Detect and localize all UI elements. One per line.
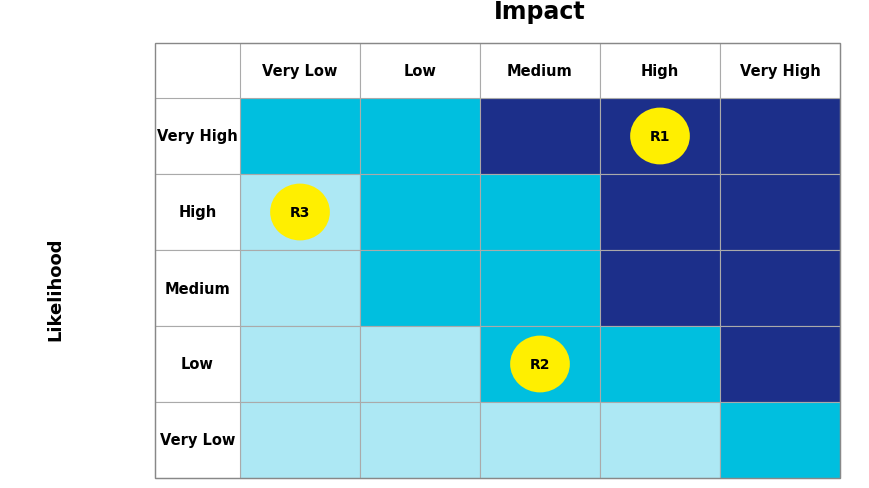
- Bar: [480, 175, 600, 250]
- Bar: [360, 99, 480, 175]
- Text: Impact: Impact: [494, 0, 585, 24]
- Bar: [240, 99, 360, 175]
- Bar: [240, 326, 360, 402]
- Text: R1: R1: [649, 130, 669, 143]
- Text: High: High: [640, 64, 679, 79]
- Bar: [720, 99, 839, 175]
- Bar: [600, 99, 720, 175]
- Bar: [360, 44, 480, 99]
- Bar: [155, 326, 240, 402]
- Text: Low: Low: [181, 357, 214, 372]
- Text: Low: Low: [403, 64, 436, 79]
- Ellipse shape: [511, 337, 568, 391]
- Ellipse shape: [631, 109, 688, 164]
- Bar: [240, 250, 360, 326]
- Bar: [600, 326, 720, 402]
- Text: High: High: [178, 205, 216, 220]
- Text: R3: R3: [289, 205, 310, 220]
- Text: Very High: Very High: [739, 64, 819, 79]
- Bar: [480, 326, 600, 402]
- Bar: [240, 175, 360, 250]
- Bar: [720, 402, 839, 478]
- Text: Likelihood: Likelihood: [46, 237, 64, 340]
- Bar: [360, 326, 480, 402]
- Text: Very Low: Very Low: [262, 64, 337, 79]
- Text: Very Low: Very Low: [160, 433, 235, 447]
- Bar: [600, 250, 720, 326]
- Bar: [155, 175, 240, 250]
- Bar: [480, 250, 600, 326]
- Bar: [240, 402, 360, 478]
- Bar: [240, 44, 360, 99]
- Text: Medium: Medium: [164, 281, 230, 296]
- Bar: [720, 326, 839, 402]
- Bar: [720, 175, 839, 250]
- Bar: [600, 175, 720, 250]
- Ellipse shape: [271, 185, 328, 240]
- Bar: [360, 175, 480, 250]
- Text: Medium: Medium: [507, 64, 572, 79]
- Text: Very High: Very High: [157, 129, 237, 144]
- Bar: [155, 44, 839, 478]
- Bar: [480, 402, 600, 478]
- Bar: [480, 99, 600, 175]
- Bar: [360, 250, 480, 326]
- Bar: [600, 402, 720, 478]
- Bar: [720, 44, 839, 99]
- Bar: [720, 250, 839, 326]
- Bar: [360, 402, 480, 478]
- Text: R2: R2: [529, 357, 549, 371]
- Bar: [155, 402, 240, 478]
- Bar: [155, 99, 240, 175]
- Bar: [480, 44, 600, 99]
- Bar: [155, 250, 240, 326]
- Bar: [600, 44, 720, 99]
